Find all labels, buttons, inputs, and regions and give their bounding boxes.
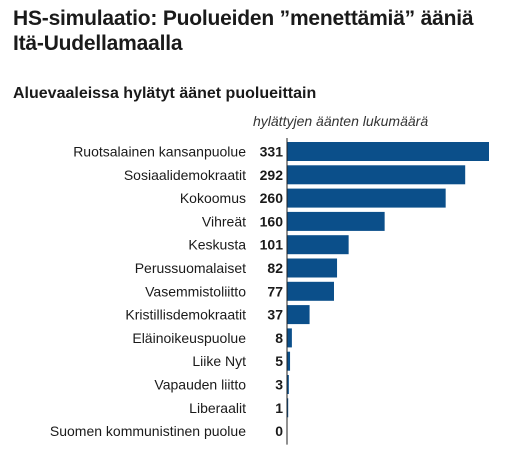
chart-title: HS-simulaatio: Puolueiden ”menettämiä” ä…: [13, 7, 474, 55]
category-label: Kokoomus: [180, 190, 246, 206]
category-label: Liberaalit: [189, 400, 246, 416]
value-label: 5: [275, 353, 283, 369]
bar: [287, 211, 385, 231]
value-label: 37: [267, 307, 283, 323]
value-label: 3: [275, 377, 283, 393]
value-label: 331: [260, 144, 284, 160]
axis-unit-note: hylättyjen äänten lukumäärä: [253, 113, 429, 129]
category-label: Eläinoikeuspuolue: [132, 330, 246, 346]
category-label: Vasemmistoliitto: [145, 283, 246, 299]
bar: [287, 305, 310, 325]
category-label: Kristillisdemokraatit: [125, 307, 246, 323]
category-label: Sosiaalidemokraatit: [124, 167, 246, 183]
value-label: 260: [260, 190, 284, 206]
bar: [287, 398, 289, 418]
category-label: Vapauden liitto: [154, 377, 246, 393]
value-label: 1: [275, 400, 283, 416]
category-label: Perussuomalaiset: [135, 260, 246, 276]
bar: [287, 235, 349, 255]
value-label: 101: [260, 237, 284, 253]
bar: [287, 328, 292, 348]
category-label: Ruotsalainen kansanpuolue: [73, 144, 246, 160]
bar: [287, 258, 338, 278]
bar: [287, 165, 466, 185]
value-label: 8: [275, 330, 283, 346]
bar: [287, 281, 334, 301]
category-label: Keskusta: [188, 237, 246, 253]
value-label: 82: [267, 260, 283, 276]
value-label: 0: [275, 423, 283, 439]
value-label: 292: [260, 167, 284, 183]
category-label: Liike Nyt: [192, 353, 246, 369]
bar: [287, 375, 289, 394]
bar: [287, 351, 291, 371]
category-label: Suomen kommunistinen puolue: [50, 423, 246, 439]
category-label: Vihreät: [202, 213, 246, 229]
chart-subtitle: Aluevaaleissa hylätyt äänet puolueittain: [13, 85, 317, 102]
bar: [287, 142, 489, 161]
bar: [287, 188, 446, 208]
value-label: 77: [267, 283, 283, 299]
value-label: 160: [260, 213, 284, 229]
